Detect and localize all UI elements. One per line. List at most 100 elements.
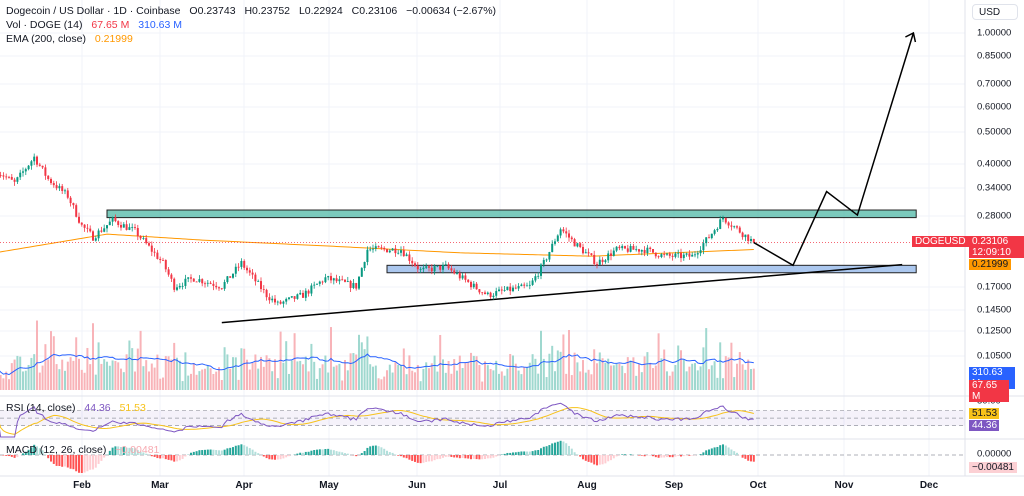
macd-histogram-bar [215, 450, 218, 455]
macd-histogram-bar [402, 455, 405, 458]
candle-body [713, 230, 716, 234]
volume-ma-value: 310.63 M [138, 19, 183, 31]
candle-body [78, 216, 80, 223]
candle-body [159, 258, 162, 260]
candle-body [388, 250, 391, 253]
candle-body [671, 255, 674, 257]
macd-legend[interactable]: MACD (12, 26, close) −0.00481 [6, 444, 165, 456]
macd-histogram-bar [629, 454, 632, 455]
macd-histogram-bar [134, 448, 136, 455]
macd-histogram-bar [55, 455, 58, 466]
volume-bar [100, 363, 103, 390]
volume-bar [377, 378, 380, 390]
volume-bar [573, 352, 576, 390]
ema-legend[interactable]: EMA (200, close) 0.21999 [6, 33, 139, 45]
macd-histogram-bar [461, 455, 464, 458]
macd-histogram-bar [416, 455, 419, 463]
volume-bar [433, 355, 436, 390]
candle-body [209, 282, 212, 284]
volume-bar [47, 359, 50, 390]
volume-bar [296, 361, 299, 390]
volume-legend[interactable]: Vol · DOGE (14) 67.65 M 310.63 M [6, 19, 188, 31]
symbol-legend: Dogecoin / US Dollar · 1D · Coinbase O0.… [6, 5, 502, 17]
volume-bar [232, 357, 234, 390]
month-label: Mar [151, 480, 169, 491]
candle-body [296, 294, 299, 299]
volume-bar [559, 351, 562, 390]
candle-body [517, 286, 520, 289]
candle-body [223, 282, 226, 289]
macd-histogram-bar [346, 453, 349, 455]
macd-histogram-bar [380, 447, 383, 455]
candle-body [568, 233, 570, 238]
volume-bar [629, 360, 632, 390]
macd-histogram-bar [372, 445, 374, 455]
candle-body [610, 253, 612, 256]
macd-histogram-bar [447, 455, 450, 457]
candle-body [598, 259, 601, 265]
volume-bar [139, 330, 142, 390]
candle-body [38, 164, 41, 166]
month-label: Sep [664, 480, 684, 491]
volume-bar [204, 368, 206, 390]
candle-body [691, 254, 694, 257]
volume-bar [136, 348, 139, 390]
macd-histogram-bar [170, 455, 173, 461]
macd-histogram-bar [106, 454, 108, 455]
candle-body [64, 190, 66, 192]
macd-histogram-bar [657, 455, 660, 458]
volume-bar [386, 370, 388, 390]
volume-bar [145, 360, 148, 390]
candle-body [139, 236, 142, 239]
rsi-ma-tag: 51.53 [969, 408, 999, 419]
macd-histogram-bar [13, 455, 16, 458]
candle-body [660, 254, 663, 258]
volume-bar [374, 365, 377, 390]
macd-histogram-bar [27, 449, 30, 455]
candle-body [363, 262, 366, 269]
macd-histogram-bar [677, 455, 680, 457]
candle-body [430, 267, 433, 272]
volume-bar [526, 367, 528, 390]
candle-body [324, 277, 327, 283]
volume-bar [173, 342, 176, 390]
ohlc-change: −0.00634 (−2.67%) [406, 5, 497, 17]
candle-body [80, 222, 83, 225]
volume-bar [156, 354, 159, 390]
candle-body [498, 289, 500, 292]
macd-histogram-bar [388, 452, 391, 455]
volume-bar [302, 364, 304, 390]
candle-body [355, 283, 358, 289]
candle-body [318, 281, 321, 284]
macd-histogram-bar [330, 449, 332, 455]
candle-body [206, 282, 209, 284]
volume-bar [708, 369, 710, 390]
macd-histogram-bar [125, 447, 128, 455]
volume-bar [500, 371, 503, 390]
candle-body [260, 281, 262, 290]
volume-bar [332, 366, 335, 390]
macd-histogram-bar [279, 455, 282, 460]
volume-bar [243, 348, 246, 390]
macd-histogram-bar [512, 452, 514, 455]
macd-histogram-bar [663, 455, 666, 458]
macd-histogram-bar [150, 455, 153, 457]
candle-body [484, 292, 486, 295]
macd-histogram-bar [299, 452, 302, 455]
volume-bar [405, 374, 408, 390]
candle-body [402, 250, 405, 257]
rsi-legend[interactable]: RSI (14, close) 44.36 51.53 [6, 402, 152, 414]
volume-bar [246, 359, 248, 390]
currency-selector[interactable]: USD [972, 4, 1018, 20]
macd-histogram-bar [747, 455, 750, 461]
symbol-title[interactable]: Dogecoin / US Dollar · 1D · Coinbase [6, 5, 181, 17]
candle-body [190, 277, 192, 279]
volume-bar [576, 362, 579, 390]
candle-body [192, 278, 195, 282]
macd-histogram-bar [436, 455, 439, 460]
price-tick: 0.50000 [977, 126, 1012, 138]
volume-bar [111, 360, 114, 390]
volume-bar [607, 358, 610, 390]
macd-histogram-bar [52, 455, 55, 464]
